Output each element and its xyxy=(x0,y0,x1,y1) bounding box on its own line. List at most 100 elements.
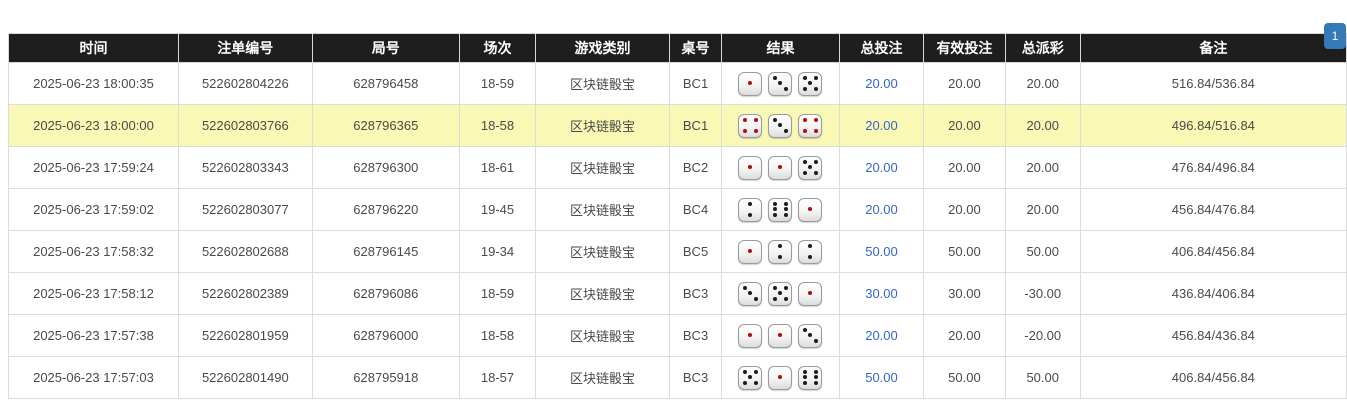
bet-records-table: 时间 注单编号 局号 场次 游戏类别 桌号 结果 总投注 有效投注 总派彩 备注 2025-06-2… xyxy=(8,33,1347,399)
dice-icon xyxy=(768,71,793,96)
cell-bet_id: 522602803343 xyxy=(177,146,313,189)
cell-valid_bet: 50.00 xyxy=(923,356,1006,399)
cell-time: 2025-06-23 17:57:03 xyxy=(8,356,179,399)
dice-icon xyxy=(798,113,823,138)
cell-time: 2025-06-23 18:00:00 xyxy=(8,104,179,147)
cell-round_id: 628796365 xyxy=(311,104,460,147)
cell-result xyxy=(721,188,840,231)
table-header-row: 时间 注单编号 局号 场次 游戏类别 桌号 结果 总投注 有效投注 总派彩 备注 xyxy=(8,33,1347,63)
table-row[interactable]: 2025-06-23 17:58:12 522602802389 628796086… xyxy=(8,272,1347,315)
cell-result xyxy=(721,314,840,357)
cell-time: 2025-06-23 17:58:32 xyxy=(8,230,179,273)
cell-time: 2025-06-23 17:58:12 xyxy=(8,272,179,315)
cell-session: 18-59 xyxy=(458,272,537,315)
total-bet-link[interactable]: 20.00 xyxy=(865,76,898,91)
cell-table_no: BC1 xyxy=(668,104,723,147)
dice-result-group xyxy=(724,197,837,222)
total-bet-link[interactable]: 50.00 xyxy=(865,370,898,385)
dice-icon xyxy=(768,323,793,348)
cell-total_payout: 50.00 xyxy=(1004,230,1081,273)
column-header-time: 时间 xyxy=(8,33,179,63)
cell-table_no: BC2 xyxy=(668,146,723,189)
cell-total_bet: 50.00 xyxy=(838,356,925,399)
cell-total_bet: 30.00 xyxy=(838,272,925,315)
column-header-table_no: 桌号 xyxy=(668,33,723,63)
cell-valid_bet: 20.00 xyxy=(923,314,1006,357)
total-bet-link[interactable]: 30.00 xyxy=(865,286,898,301)
total-bet-link[interactable]: 20.00 xyxy=(865,118,898,133)
dice-icon xyxy=(738,113,763,138)
cell-result xyxy=(721,356,840,399)
dice-result-group xyxy=(724,281,837,306)
total-bet-link[interactable]: 50.00 xyxy=(865,244,898,259)
cell-game_type: 区块链骰宝 xyxy=(535,314,670,357)
column-header-session: 场次 xyxy=(458,33,537,63)
cell-game_type: 区块链骰宝 xyxy=(535,62,670,105)
table-row[interactable]: 2025-06-23 17:59:02 522602803077 628796220… xyxy=(8,188,1347,231)
cell-total_bet: 50.00 xyxy=(838,230,925,273)
column-header-game_type: 游戏类别 xyxy=(535,33,670,63)
total-bet-link[interactable]: 20.00 xyxy=(865,160,898,175)
cell-result xyxy=(721,104,840,147)
dice-icon xyxy=(798,323,823,348)
cell-time: 2025-06-23 17:59:02 xyxy=(8,188,179,231)
cell-result xyxy=(721,272,840,315)
cell-bet_id: 522602803766 xyxy=(177,104,313,147)
column-header-total_bet: 总投注 xyxy=(838,33,925,63)
cell-bet_id: 522602802389 xyxy=(177,272,313,315)
table-row[interactable]: 2025-06-23 18:00:00 522602803766 628796365… xyxy=(8,104,1347,147)
dice-result-group xyxy=(724,155,837,180)
cell-game_type: 区块链骰宝 xyxy=(535,188,670,231)
cell-round_id: 628796145 xyxy=(311,230,460,273)
table-row[interactable]: 2025-06-23 17:58:32 522602802688 628796145… xyxy=(8,230,1347,273)
cell-total_bet: 20.00 xyxy=(838,104,925,147)
column-header-remark: 备注 xyxy=(1079,33,1347,63)
total-bet-link[interactable]: 20.00 xyxy=(865,202,898,217)
column-header-bet_id: 注单编号 xyxy=(177,33,313,63)
total-bet-link[interactable]: 20.00 xyxy=(865,328,898,343)
cell-total_payout: 20.00 xyxy=(1004,188,1081,231)
cell-game_type: 区块链骰宝 xyxy=(535,272,670,315)
dice-icon xyxy=(798,239,823,264)
cell-total_payout: -20.00 xyxy=(1004,314,1081,357)
cell-total_payout: 50.00 xyxy=(1004,356,1081,399)
dice-icon xyxy=(738,197,763,222)
table-row[interactable]: 2025-06-23 17:57:03 522602801490 628795918… xyxy=(8,356,1347,399)
cell-session: 18-61 xyxy=(458,146,537,189)
dice-icon xyxy=(738,323,763,348)
cell-total_bet: 20.00 xyxy=(838,188,925,231)
cell-round_id: 628795918 xyxy=(311,356,460,399)
cell-valid_bet: 20.00 xyxy=(923,104,1006,147)
table-row[interactable]: 2025-06-23 17:57:38 522602801959 628796000… xyxy=(8,314,1347,357)
table-row[interactable]: 2025-06-23 17:59:24 522602803343 628796300… xyxy=(8,146,1347,189)
cell-remark: 436.84/406.84 xyxy=(1079,272,1347,315)
dice-result-group xyxy=(724,71,837,96)
dice-icon xyxy=(768,113,793,138)
cell-valid_bet: 30.00 xyxy=(923,272,1006,315)
cell-game_type: 区块链骰宝 xyxy=(535,356,670,399)
cell-table_no: BC3 xyxy=(668,314,723,357)
dice-icon xyxy=(768,155,793,180)
cell-table_no: BC1 xyxy=(668,62,723,105)
cell-remark: 406.84/456.84 xyxy=(1079,356,1347,399)
dice-result-group xyxy=(724,113,837,138)
cell-time: 2025-06-23 17:57:38 xyxy=(8,314,179,357)
table-row[interactable]: 2025-06-23 18:00:35 522602804226 628796458… xyxy=(8,62,1347,105)
cell-session: 19-45 xyxy=(458,188,537,231)
cell-result xyxy=(721,62,840,105)
column-header-round_id: 局号 xyxy=(311,33,460,63)
cell-total_payout: -30.00 xyxy=(1004,272,1081,315)
cell-round_id: 628796300 xyxy=(311,146,460,189)
cell-total_bet: 20.00 xyxy=(838,62,925,105)
cell-remark: 406.84/456.84 xyxy=(1079,230,1347,273)
cell-session: 18-58 xyxy=(458,104,537,147)
cell-valid_bet: 50.00 xyxy=(923,230,1006,273)
pagination-page-1-button[interactable]: 1 xyxy=(1324,23,1346,49)
dice-result-group xyxy=(724,365,837,390)
cell-result xyxy=(721,230,840,273)
dice-icon xyxy=(738,281,763,306)
cell-round_id: 628796000 xyxy=(311,314,460,357)
cell-table_no: BC3 xyxy=(668,356,723,399)
column-header-result: 结果 xyxy=(721,33,840,63)
cell-table_no: BC5 xyxy=(668,230,723,273)
